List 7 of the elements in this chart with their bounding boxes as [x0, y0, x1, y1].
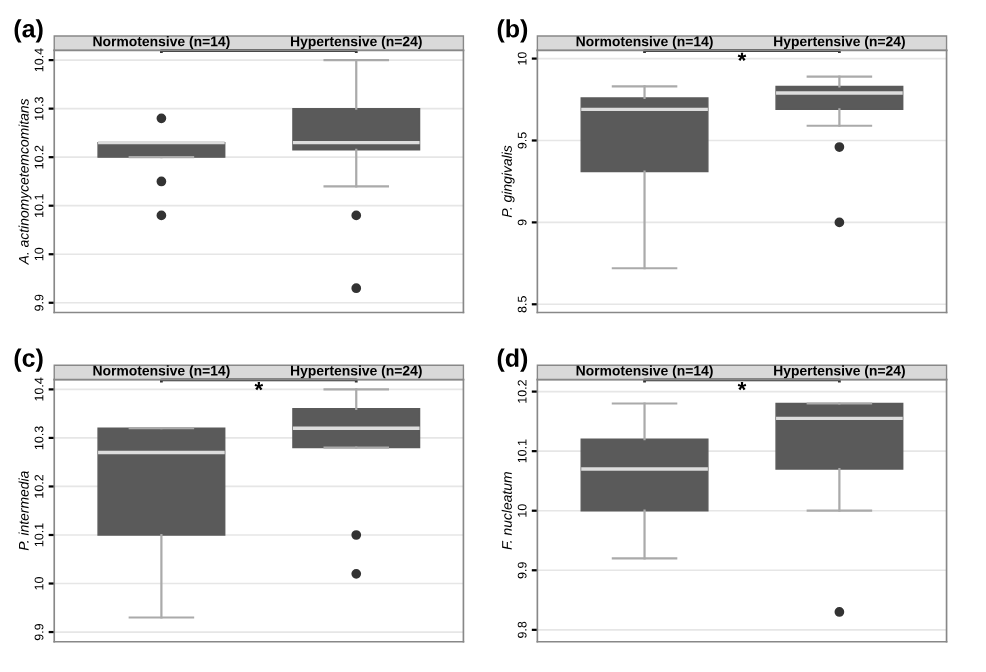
annotation: *	[737, 52, 747, 61]
annotation: *	[737, 381, 747, 391]
chart-title: (a)	[14, 19, 43, 43]
chart-title: (b)	[497, 19, 528, 43]
chart-title: (c)	[14, 348, 43, 372]
annotation: *	[254, 381, 264, 391]
chart-title: (d)	[497, 348, 528, 372]
